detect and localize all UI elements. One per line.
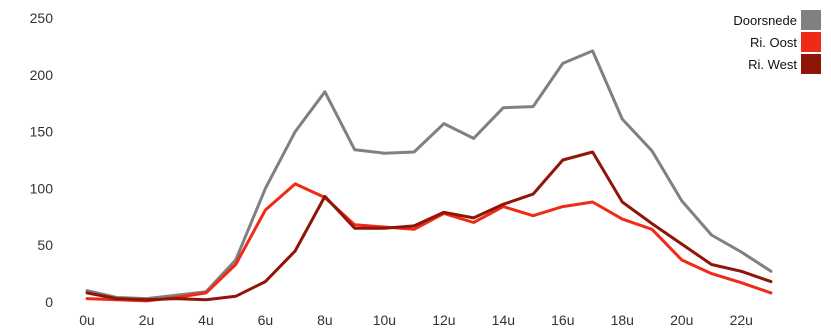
y-tick-label: 150	[30, 124, 54, 140]
series-line-doorsnede	[85, 49, 773, 301]
y-tick-label: 100	[30, 180, 54, 196]
x-tick-label: 14u	[492, 312, 515, 328]
y-tick-label: 250	[30, 10, 54, 26]
x-tick-label: 18u	[611, 312, 634, 328]
x-tick-label: 4u	[198, 312, 214, 328]
x-tick-label: 16u	[551, 312, 574, 328]
series-line-ri-west	[85, 150, 773, 302]
x-tick-label: 22u	[730, 312, 753, 328]
legend-swatch	[801, 54, 821, 74]
legend-swatch	[801, 32, 821, 52]
y-tick-label: 0	[45, 294, 53, 310]
legend-label: Ri. Oost	[750, 35, 797, 50]
legend-label: Ri. West	[748, 57, 797, 72]
series-line-ri-oost	[85, 182, 773, 303]
x-tick-label: 8u	[317, 312, 333, 328]
legend-label: Doorsnede	[733, 13, 797, 28]
x-axis-ticks: 0u 2u 4u 6u 8u 10u 12u 14u 16u 18u 20u 22u	[79, 312, 753, 328]
y-axis-ticks: 0 50 100 150 200 250	[30, 10, 54, 310]
x-tick-label: 6u	[258, 312, 274, 328]
legend: Doorsnede Ri. Oost Ri. West	[733, 10, 821, 74]
series-lines	[85, 49, 773, 303]
y-tick-label: 200	[30, 67, 54, 83]
y-tick-label: 50	[37, 237, 53, 253]
legend-swatch	[801, 10, 821, 30]
x-tick-label: 20u	[670, 312, 693, 328]
x-tick-label: 0u	[79, 312, 95, 328]
x-tick-label: 12u	[432, 312, 455, 328]
x-tick-label: 10u	[373, 312, 396, 328]
x-tick-label: 2u	[139, 312, 155, 328]
